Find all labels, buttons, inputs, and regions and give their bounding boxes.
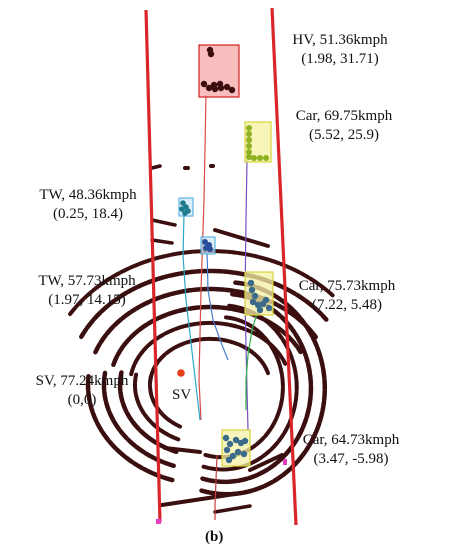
lidar-point — [246, 131, 252, 137]
lidar-point — [246, 125, 252, 131]
scan-segment — [213, 504, 252, 514]
trajectory-tw-2 — [206, 249, 229, 361]
scan-arc — [199, 280, 328, 497]
lidar-point — [263, 155, 269, 161]
lidar-point — [248, 286, 256, 294]
lidar-point — [207, 50, 215, 58]
label-sv-coords: (0,0) — [67, 392, 97, 408]
lidar-point — [241, 437, 249, 445]
lidar-point — [179, 206, 185, 212]
label-tw-1-coords: (0.25, 18.4) — [53, 206, 123, 222]
scan-arc — [132, 372, 181, 442]
lidar-point — [228, 86, 236, 94]
label-car-1-coords: (5.52, 25.9) — [309, 127, 379, 143]
lidar-point — [225, 456, 233, 464]
lidar-point — [254, 301, 262, 309]
lidar-point — [223, 83, 231, 91]
label-tw-2-coords: (1.97, 14.15) — [48, 292, 126, 308]
scan-segment — [160, 492, 237, 507]
point-cluster-car-3 — [222, 434, 249, 464]
lidar-point — [257, 155, 263, 161]
point-cluster-car-1 — [246, 125, 269, 161]
trajectory-tw-1 — [182, 213, 201, 421]
scan-arc — [111, 304, 303, 368]
lidar-point — [251, 292, 259, 300]
scan-segment — [248, 453, 284, 472]
road-edge-left — [144, 9, 162, 523]
label-car-2-name: Car, 75.73kmph — [298, 278, 396, 294]
lidar-point — [226, 440, 234, 448]
scan-arc — [85, 374, 175, 483]
trajectory-car-2 — [245, 309, 259, 410]
label-sv-name: SV, 77.24kmph — [35, 373, 129, 389]
lidar-point — [180, 200, 186, 206]
scan-segment — [163, 446, 202, 454]
scan-arc — [68, 249, 335, 316]
scan-segment — [213, 228, 270, 248]
lidar-point — [262, 296, 270, 304]
road-edge-right — [270, 7, 298, 526]
label-car-3-coords: (3.47, -5.98) — [313, 451, 389, 467]
label-tw-1-name: TW, 48.36kmph — [39, 187, 137, 203]
scan-segment — [150, 218, 177, 227]
lidar-point — [246, 143, 252, 149]
lidar-point — [205, 84, 213, 92]
scan-arc — [201, 303, 299, 472]
sv-marker-dot — [177, 369, 185, 377]
scan-arc — [79, 268, 329, 340]
label-hv: HV, 51.36kmph (1.98, 31.71) — [284, 31, 396, 69]
label-car-1-name: Car, 69.75kmph — [295, 108, 393, 124]
trajectory-car-3 — [214, 454, 218, 520]
lidar-point — [229, 452, 237, 460]
lidar-point — [200, 80, 208, 88]
point-cluster-tw-2 — [202, 239, 213, 252]
lidar-point — [182, 210, 188, 216]
point-cluster-hv — [200, 46, 236, 94]
corner-mark — [283, 459, 287, 465]
point-cluster-tw-1 — [179, 200, 191, 216]
label-car-1: Car, 69.75kmph (5.52, 25.9) — [285, 107, 403, 145]
lidar-point — [256, 306, 264, 314]
label-car-2-coords: (7.22, 5.48) — [312, 297, 382, 313]
label-tw-2: TW, 57.73kmph (1.97, 14.15) — [28, 272, 146, 310]
lidar-point — [246, 154, 252, 160]
label-hv-coords: (1.98, 31.71) — [301, 51, 379, 67]
figure-caption: (b) — [205, 529, 224, 545]
corner-mark — [156, 519, 161, 524]
scan-arc — [93, 286, 318, 355]
lidar-point — [246, 149, 252, 155]
lidar-point — [251, 155, 257, 161]
lidar-point — [216, 80, 224, 88]
label-tw-2-name: TW, 57.73kmph — [38, 273, 136, 289]
label-car-3: Car, 64.73kmph (3.47, -5.98) — [289, 431, 413, 469]
lidar-point — [207, 246, 213, 252]
scan-segment — [150, 164, 162, 170]
point-cluster-car-2 — [247, 279, 273, 314]
lidar-point — [249, 298, 257, 306]
lidar-point — [246, 137, 252, 143]
lidar-point — [265, 304, 273, 312]
label-car-2: Car, 75.73kmph (7.22, 5.48) — [287, 277, 407, 315]
label-car-3-name: Car, 64.73kmph — [302, 432, 400, 448]
label-tw-1: TW, 48.36kmph (0.25, 18.4) — [32, 186, 144, 224]
scan-segment — [150, 238, 174, 245]
scan-arc — [117, 370, 179, 455]
lidar-point — [222, 434, 230, 442]
label-hv-name: HV, 51.36kmph — [292, 32, 388, 48]
label-sv: SV, 77.24kmph (0,0) — [24, 372, 140, 410]
lidar-point — [240, 450, 248, 458]
lidar-point — [234, 448, 242, 456]
lidar-point — [210, 81, 218, 89]
lidar-scan-arcs — [68, 164, 335, 514]
lidar-point — [232, 436, 240, 444]
lidar-point — [223, 446, 231, 454]
scan-arc — [148, 336, 270, 383]
trajectory-hv — [198, 94, 207, 421]
sv-marker-label: SV — [172, 387, 192, 403]
lidar-point — [247, 279, 255, 287]
